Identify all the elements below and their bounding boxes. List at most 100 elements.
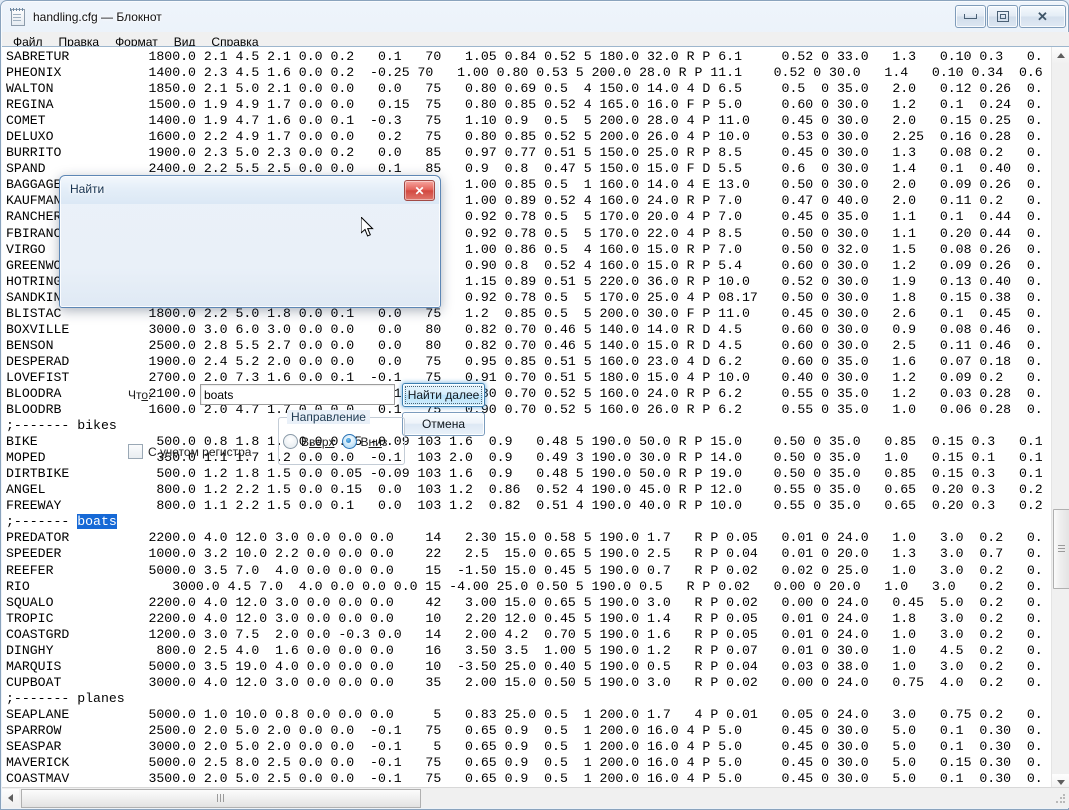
text-line: PREDATOR 2200.0 4.0 12.0 3.0 0.0 0.0 0.0…	[6, 530, 1042, 546]
radio-down-label: Вниз	[360, 434, 388, 449]
text-line: ;------- planes	[6, 690, 125, 706]
horizontal-scroll-thumb[interactable]	[21, 789, 421, 808]
radio-up-label: Вверх	[301, 434, 335, 449]
text-line: BLISTAC 1800.0 2.2 5.0 1.8 0.0 0.1 0.0 7…	[6, 305, 1042, 321]
text-line: MOPED 350.0 1.1 1.7 1.2 0.0 0.0 -0.1 103…	[6, 450, 1042, 466]
label-colon: :	[148, 388, 152, 402]
focus-outline	[405, 386, 482, 404]
text-line: ;------- boats	[6, 514, 117, 530]
maximize-button[interactable]	[987, 5, 1018, 28]
text-line: MAVERICK 5000.0 2.5 8.0 2.5 0.0 0.0 -0.1…	[6, 755, 1042, 771]
radio-circle-icon	[342, 434, 358, 449]
radio-direction-down[interactable]: Вниз	[342, 434, 387, 449]
status-scroll-row	[2, 787, 1069, 808]
title-bar[interactable]: handling.cfg — Блокнот ✕	[2, 2, 1069, 32]
minimize-icon	[964, 14, 977, 19]
scroll-up-button[interactable]	[1052, 47, 1069, 64]
minimize-button[interactable]	[955, 5, 986, 28]
menu-format[interactable]: Формат	[115, 34, 158, 49]
text-line: MARQUIS 5000.0 3.5 19.0 4.0 0.0 0.0 0.0 …	[6, 658, 1042, 674]
text-line: SEAPLANE 5000.0 1.0 10.0 0.8 0.0 0.0 0.0…	[6, 706, 1042, 722]
notepad-icon	[9, 8, 27, 26]
text-line: SQUALO 2200.0 4.0 12.0 3.0 0.0 0.0 0.0 4…	[6, 594, 1042, 610]
find-what-label: Что:	[128, 388, 151, 402]
text-line: BOXVILLE 3000.0 3.0 6.0 3.0 0.0 0.0 0.0 …	[6, 321, 1042, 337]
thumb-grip-icon	[1058, 545, 1065, 553]
label-text: Чт	[128, 388, 142, 402]
close-button[interactable]: ✕	[1019, 5, 1066, 28]
text-line: BURRITO 1900.0 2.3 5.0 2.3 0.0 0.2 0.0 8…	[6, 145, 1042, 161]
find-next-button[interactable]: Найти далее	[402, 383, 485, 407]
label-accel: о	[141, 388, 149, 402]
window-title: handling.cfg — Блокнот	[33, 10, 162, 24]
text-line: PHEONIX 1400.0 2.3 4.5 1.6 0.0 0.2 -0.25…	[6, 65, 1042, 81]
resize-corner[interactable]	[1051, 788, 1068, 807]
direction-group-label: Направление	[287, 410, 370, 424]
scroll-left-button[interactable]	[2, 789, 19, 806]
text-content[interactable]: SABRETUR 1800.0 2.1 4.5 2.1 0.0 0.2 0.1 …	[2, 47, 1042, 791]
text-line: SPARROW 2500.0 2.0 5.0 2.0 0.0 0.0 -0.1 …	[6, 722, 1042, 738]
vertical-scrollbar[interactable]	[1051, 47, 1069, 791]
window-controls: ✕	[955, 5, 1066, 28]
text-line: COASTGRD 1200.0 3.0 7.5 2.0 0.0 -0.3 0.0…	[6, 626, 1042, 642]
match-case-checkbox[interactable]: С учетом регистра	[128, 444, 251, 459]
close-icon: ✕	[414, 183, 425, 198]
text-line: SABRETUR 1800.0 2.1 4.5 2.1 0.0 0.2 0.1 …	[6, 49, 1042, 64]
checkbox-box-icon	[128, 444, 143, 459]
text-line: WALTON 1850.0 2.1 5.0 2.1 0.0 0.0 0.0 75…	[6, 81, 1042, 97]
resize-grip-icon	[1055, 794, 1066, 805]
cancel-label: Отмена	[421, 417, 466, 431]
chevron-down-icon	[1056, 780, 1065, 785]
text-line: BIKE 500.0 0.8 1.8 1.2 0.0 0.05 -0.09 10…	[6, 434, 1042, 450]
editor-area: SABRETUR 1800.0 2.1 4.5 2.1 0.0 0.2 0.1 …	[2, 46, 1069, 791]
find-dialog-titlebar[interactable]: Найти ✕	[61, 177, 439, 204]
text-line: SPAND 2400.0 2.2 5.5 2.5 0.0 0.0 0.1 85 …	[6, 161, 1042, 177]
cancel-button[interactable]: Отмена	[402, 412, 485, 436]
text-line: REGINA 1500.0 1.9 4.9 1.7 0.0 0.0 0.15 7…	[6, 97, 1042, 113]
menu-help[interactable]: Справка	[211, 34, 259, 49]
text-line: DESPERAD 1900.0 2.4 5.2 2.0 0.0 0.0 0.0 …	[6, 353, 1042, 369]
radio-circle-icon	[283, 434, 298, 449]
text-line: FREEWAY 800.0 1.1 2.2 1.5 0.0 0.1 0.0 10…	[6, 498, 1042, 514]
radio-direction-up[interactable]: Вверх	[283, 434, 334, 449]
text-line: BENSON 2500.0 2.8 5.5 2.7 0.0 0.0 0.0 80…	[6, 337, 1042, 353]
direction-radio-row: Вверх Вниз	[283, 434, 403, 449]
find-what-input[interactable]	[200, 384, 395, 405]
close-icon: ✕	[1037, 9, 1048, 24]
find-dialog-title: Найти	[70, 182, 105, 196]
scroll-down-button[interactable]	[1052, 774, 1069, 791]
text-line: DELUXO 1600.0 2.2 4.9 1.7 0.0 0.0 0.2 75…	[6, 129, 1042, 145]
match-case-label: С учетом регистра	[148, 444, 252, 459]
text-line: DINGHY 800.0 2.5 4.0 1.6 0.0 0.0 0.0 16 …	[6, 642, 1042, 658]
menu-edit[interactable]: Правка	[58, 34, 100, 49]
text-line: LOVEFIST 2700.0 2.0 7.3 1.6 0.0 0.1 -0.1…	[6, 369, 1042, 385]
text-line: DIRTBIKE 500.0 1.2 1.8 1.5 0.0 0.05 -0.0…	[6, 466, 1042, 482]
text-line: REEFER 5000.0 3.5 7.0 4.0 0.0 0.0 0.0 15…	[6, 562, 1042, 578]
direction-groupbox: Направление Вверх Вниз	[278, 410, 405, 465]
text-line: SEASPAR 3000.0 2.0 5.0 2.0 0.0 0.0 -0.1 …	[6, 739, 1042, 755]
text-line: COASTMAV 3500.0 2.0 5.0 2.5 0.0 0.0 -0.1…	[6, 771, 1042, 787]
text-line: COMET 1400.0 1.9 4.7 1.6 0.0 0.1 -0.3 75…	[6, 113, 1042, 129]
find-dialog: Найти ✕ Что: Найти далее Отмена Направле…	[59, 175, 485, 465]
chevron-left-icon	[8, 793, 13, 802]
find-dialog-close-button[interactable]: ✕	[404, 180, 435, 201]
selected-text: boats	[77, 514, 117, 530]
text-line: CUPBOAT 3000.0 4.0 12.0 3.0 0.0 0.0 0.0 …	[6, 674, 1042, 690]
maximize-icon	[996, 11, 1009, 22]
text-line: ANGEL 800.0 1.2 2.2 1.5 0.0 0.15 0.0 103…	[6, 482, 1042, 498]
text-line: ;------- bikes	[6, 418, 117, 434]
menu-file[interactable]: Файл	[13, 34, 43, 49]
text-line: BLOODRB 1600.0 2.0 4.7 1.7 0.0 0.0 0.1 7…	[6, 402, 1042, 418]
chevron-up-icon	[1056, 53, 1065, 58]
thumb-grip-icon	[217, 794, 225, 802]
horizontal-scrollbar[interactable]	[2, 788, 1052, 808]
text-line: TROPIC 2200.0 4.0 12.0 3.0 0.0 0.0 0.0 1…	[6, 610, 1042, 626]
text-line: BLOODRA 2100.0 2.1 5.2 2.3 0.0 0.0 0.1 7…	[6, 385, 1042, 401]
text-line: SPEEDER 1000.0 3.2 10.0 2.2 0.0 0.0 0.0 …	[6, 546, 1042, 562]
menu-view[interactable]: Вид	[173, 34, 196, 49]
text-line: RIO 3000.0 4.5 7.0 4.0 0.0 0.0 0.0 15 -4…	[6, 578, 1042, 594]
vertical-scroll-thumb[interactable]	[1053, 509, 1069, 589]
find-next-label: Найти далее	[407, 388, 480, 402]
